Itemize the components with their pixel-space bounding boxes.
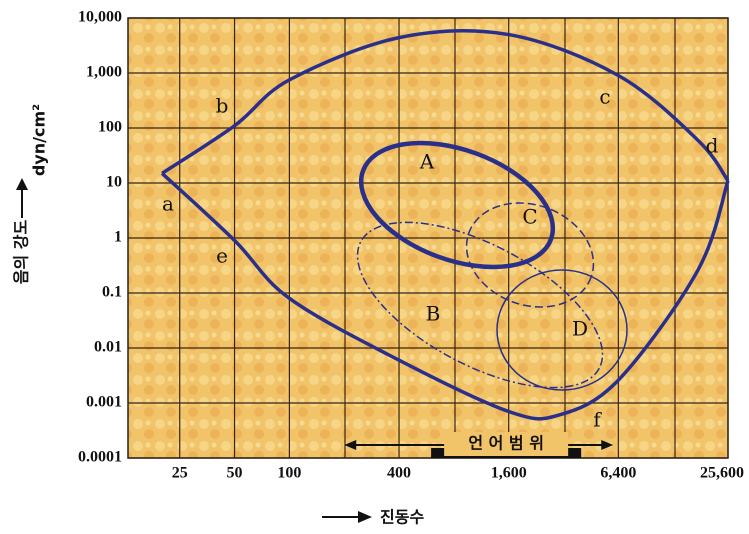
curve-label: c xyxy=(599,85,610,109)
x-title: 진동수 xyxy=(380,508,424,527)
y-tick-label: 10,000 xyxy=(78,9,122,26)
y-unit: dyn/cm² xyxy=(30,104,49,176)
x-tick-label: 50 xyxy=(227,465,243,482)
curve-label: f xyxy=(593,408,602,432)
speech-label-bg xyxy=(444,432,569,456)
x-tick-label: 25,600 xyxy=(700,465,744,482)
y-arrow xyxy=(16,178,28,218)
x-tick-label: 25 xyxy=(172,465,188,482)
curve-label: b xyxy=(216,94,229,118)
x-arrow xyxy=(322,511,372,523)
speech-label: 언 어 범 위 xyxy=(468,434,544,453)
region-label: A xyxy=(419,150,435,174)
arrow-head xyxy=(601,440,614,450)
regions xyxy=(356,140,628,391)
y-tick-label: 10 xyxy=(106,174,122,191)
y-tick-label: 0.1 xyxy=(102,284,122,301)
arrow-head xyxy=(344,440,357,450)
curve xyxy=(160,172,730,421)
region-label: D xyxy=(572,317,588,341)
curve-label: a xyxy=(162,192,174,216)
x-tick-label: 1,600 xyxy=(491,465,527,482)
x-tick-label: 100 xyxy=(277,465,301,482)
x-tick-label: 6,400 xyxy=(600,465,636,482)
y-title: 음의 강도 xyxy=(12,219,31,284)
y-tick-label: 1 xyxy=(114,229,122,246)
region-label: C xyxy=(522,205,537,229)
curve xyxy=(161,29,730,182)
y-tick-label: 0.0001 xyxy=(78,449,122,466)
x-tick-label: 400 xyxy=(387,465,411,482)
region-label: B xyxy=(426,302,441,326)
curve-label: e xyxy=(216,244,228,268)
y-tick-label: 100 xyxy=(98,119,122,136)
y-tick-label: 0.001 xyxy=(86,394,122,411)
y-tick-label: 0.01 xyxy=(94,339,122,356)
curve-label: d xyxy=(706,134,719,158)
y-tick-label: 1,000 xyxy=(86,64,122,81)
